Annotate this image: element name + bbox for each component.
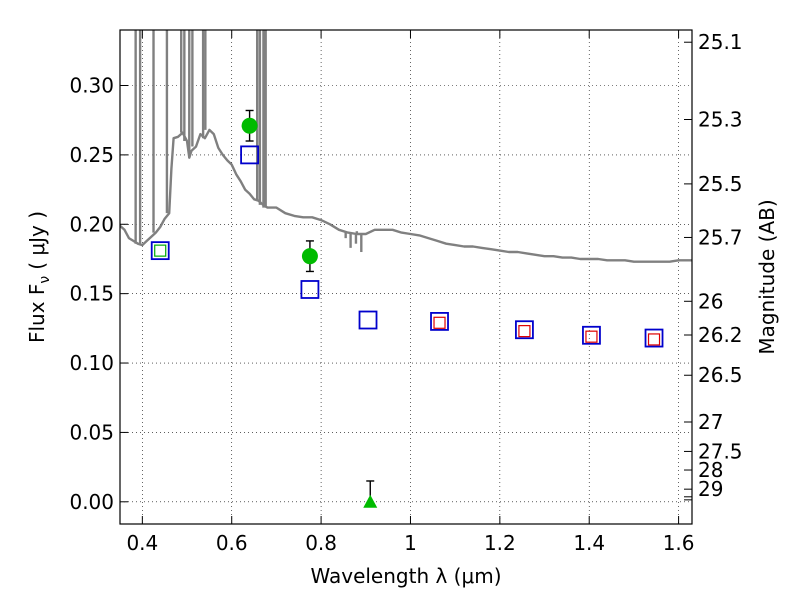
x-tick-label: 0.4 bbox=[126, 531, 158, 555]
y2-tick-label: 25.7 bbox=[698, 225, 743, 249]
model-photometry-square bbox=[582, 325, 601, 345]
y2-tick-label: 26 bbox=[698, 289, 723, 313]
y2-tick-label: 26.2 bbox=[698, 323, 743, 347]
model-photometry-square bbox=[644, 328, 664, 348]
x-tick-label: 1.2 bbox=[484, 531, 516, 555]
y2-tick-label: 25.5 bbox=[698, 172, 743, 196]
y-tick-label: 0.00 bbox=[69, 490, 114, 514]
model-photometry-square bbox=[515, 320, 534, 340]
upper-limit-triangle bbox=[363, 494, 378, 508]
x-tick-label: 0.6 bbox=[216, 531, 248, 555]
detection-point bbox=[241, 117, 258, 134]
y-axis-label-sub: ν bbox=[37, 276, 53, 284]
y-tick-label: 0.10 bbox=[69, 351, 114, 375]
y2-tick-label: 27.5 bbox=[698, 439, 743, 463]
model-photometry-square bbox=[300, 280, 320, 299]
y-tick-label: 0.30 bbox=[69, 74, 114, 98]
detection-point bbox=[301, 248, 318, 265]
y-tick-label: 0.05 bbox=[69, 420, 114, 444]
model-spectrum bbox=[120, 30, 692, 263]
axis-ticks: 0.4 0.6 0.8 1 1.2 1.4 1.6 0.00 0.05 0.10 0.15 0.20 0… bbox=[69, 30, 743, 555]
grid bbox=[120, 30, 692, 524]
x-tick-label: 1.4 bbox=[573, 531, 605, 555]
inner-square-marker bbox=[433, 316, 446, 329]
plot-frame bbox=[119, 29, 693, 525]
x-axis-label: Wavelength λ (μm) bbox=[310, 564, 501, 588]
x-tick-label: 1.6 bbox=[663, 531, 695, 555]
model-spectrum-line bbox=[120, 128, 692, 263]
y2-tick-label: 29 bbox=[698, 477, 723, 501]
x-tick-label: 1 bbox=[404, 531, 417, 555]
x-tick-label: 0.8 bbox=[305, 531, 337, 555]
model-photometry-square bbox=[240, 145, 259, 165]
y2-tick-label: 25.1 bbox=[698, 30, 743, 54]
svg-text:Flux Fν( μJy ): Flux Fν ( μJy ) bbox=[25, 211, 53, 343]
y-tick-label: 0.15 bbox=[69, 282, 114, 306]
model-photometry-square bbox=[358, 310, 378, 330]
model-photometry-square bbox=[430, 312, 449, 331]
y-axis-label-main: Flux F bbox=[25, 284, 49, 343]
photometry-markers bbox=[150, 109, 664, 508]
y2-tick-label: 25.3 bbox=[698, 108, 743, 132]
y-axis-label: Flux Fν ( μJy ) bbox=[25, 211, 53, 343]
y-tick-label: 0.25 bbox=[69, 143, 114, 167]
inner-square-marker bbox=[585, 330, 598, 343]
y-axis-label-unit: ( μJy ) bbox=[25, 211, 49, 270]
y2-tick-label: 27 bbox=[698, 410, 723, 434]
y2-tick-label: 26.5 bbox=[698, 363, 743, 387]
y2-axis-label: Magnitude (AB) bbox=[755, 199, 779, 354]
model-photometry-square bbox=[150, 241, 170, 261]
inner-square-marker bbox=[154, 244, 167, 257]
y-tick-label: 0.20 bbox=[69, 212, 114, 236]
y2-tick-label: 28 bbox=[698, 458, 723, 482]
inner-square-marker bbox=[647, 333, 661, 346]
inner-square-marker bbox=[518, 325, 531, 338]
